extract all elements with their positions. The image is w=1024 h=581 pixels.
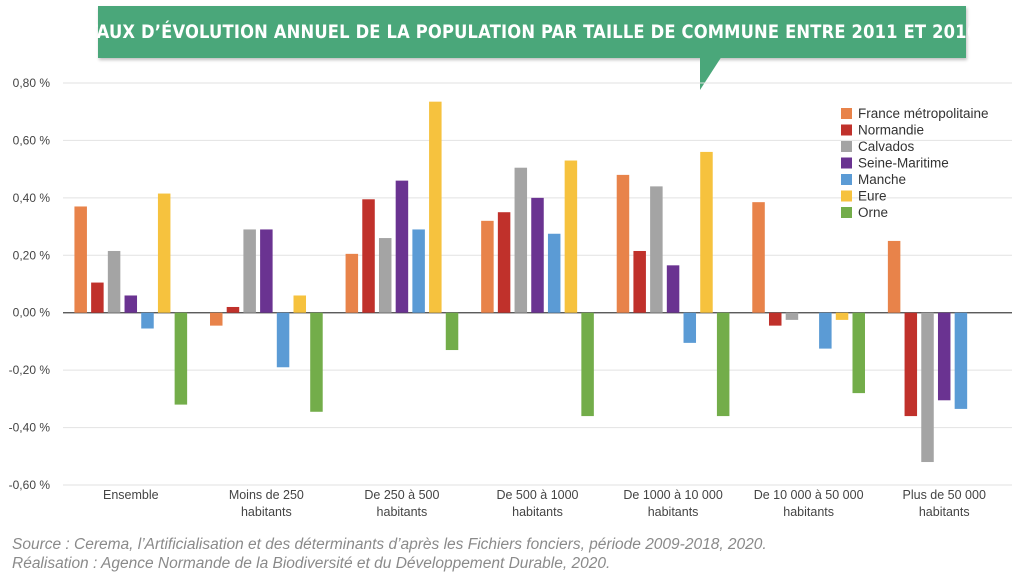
bar-orne <box>716 312 730 417</box>
x-tick-label: habitants <box>783 505 834 519</box>
bar-calvados <box>107 250 121 313</box>
bar-normandie <box>633 250 646 313</box>
bar-calvados <box>650 186 663 313</box>
bar-normandie <box>91 282 104 313</box>
bar-normandie <box>226 306 240 313</box>
bar-france-m-tropolitaine <box>345 253 359 313</box>
bar-eure <box>564 160 578 313</box>
bar-eure <box>429 101 442 313</box>
bar-normandie <box>904 312 918 417</box>
x-tick-label: habitants <box>241 505 292 519</box>
y-axis-ticks: -0,60 % -0,40 % -0,20 % 0,00 % 0,20 % 0,40 % 0… <box>9 76 51 492</box>
legend-swatch <box>841 157 852 169</box>
bar-normandie <box>362 199 375 313</box>
legend-swatch <box>841 174 852 185</box>
bar-manche <box>547 233 561 313</box>
bar-chart: -0,60 % -0,40 % -0,20 % 0,00 % 0,20 % 0,40 % 0… <box>9 76 1012 519</box>
bar-seine-maritime <box>124 295 138 313</box>
legend-label: Eure <box>858 189 887 204</box>
y-tick-label: 0,00 % <box>13 306 51 320</box>
y-tick-label: -0,20 % <box>9 363 51 377</box>
legend-label: Normandie <box>858 123 924 138</box>
bar-france-m-tropolitaine <box>74 206 87 313</box>
legend-label: Manche <box>858 172 906 187</box>
x-tick-label: De 500 à 1000 <box>496 488 578 502</box>
banner-pointer <box>700 56 722 90</box>
bar-eure <box>157 193 171 313</box>
bar-orne <box>852 312 865 394</box>
bar-calvados <box>378 238 392 313</box>
legend-swatch <box>841 141 852 152</box>
y-tick-label: 0,60 % <box>13 133 51 147</box>
bar-seine-maritime <box>531 197 544 313</box>
bar-france-m-tropolitaine <box>887 240 901 313</box>
x-tick-label: Plus de 50 000 <box>903 488 986 502</box>
legend-label: Orne <box>858 205 888 220</box>
bar-seine-maritime <box>666 265 680 313</box>
bar-eure <box>835 312 849 320</box>
legend-swatch <box>841 207 852 218</box>
legend-label: Calvados <box>858 139 915 154</box>
bar-manche <box>412 229 425 313</box>
source-note: Source : Cerema, l’Artificialisation et … <box>12 535 1012 573</box>
x-tick-label: De 250 à 500 <box>364 488 439 502</box>
bar-orne <box>310 312 323 412</box>
y-tick-label: 0,20 % <box>13 248 51 262</box>
bar-eure <box>700 151 713 313</box>
x-tick-label: habitants <box>377 505 428 519</box>
source-line: Source : Cerema, l’Artificialisation et … <box>12 536 767 553</box>
bar-seine-maritime <box>395 180 409 313</box>
bar-manche <box>276 312 290 368</box>
x-tick-label: habitants <box>648 505 699 519</box>
bar-normandie <box>768 312 782 326</box>
bar-france-m-tropolitaine <box>616 174 630 313</box>
bar-orne <box>445 312 459 351</box>
title-banner: TAUX D’ÉVOLUTION ANNUEL DE LA POPULATION… <box>86 6 978 58</box>
x-axis-labels: Ensemble Moins de 250 habitants De 250 à 50… <box>103 488 986 519</box>
bar-normandie <box>497 212 511 313</box>
y-tick-label: 0,40 % <box>13 191 51 205</box>
legend-swatch <box>841 190 852 202</box>
legend-label: Seine-Maritime <box>858 156 949 171</box>
realisation-line: Réalisation : Agence Normande de la Biod… <box>12 555 611 572</box>
x-tick-label: habitants <box>512 505 563 519</box>
legend-swatch <box>841 108 852 119</box>
bar-orne <box>581 312 594 417</box>
bar-manche <box>819 312 832 349</box>
bar-france-m-tropolitaine <box>210 312 223 326</box>
legend-swatch <box>841 124 852 136</box>
x-tick-label: De 1000 à 10 000 <box>623 488 722 502</box>
x-tick-label: De 10 000 à 50 000 <box>754 488 864 502</box>
bar-manche <box>954 312 968 409</box>
x-tick-label: habitants <box>919 505 970 519</box>
y-tick-label: -0,60 % <box>9 478 51 492</box>
bar-calvados <box>921 312 934 463</box>
chart-title: TAUX D’ÉVOLUTION ANNUEL DE LA POPULATION… <box>86 21 978 43</box>
bars <box>74 101 968 463</box>
x-tick-label: Ensemble <box>103 488 159 502</box>
y-tick-label: -0,40 % <box>9 421 51 435</box>
bar-seine-maritime <box>260 229 273 313</box>
bar-manche <box>141 312 154 329</box>
bar-france-m-tropolitaine <box>752 202 765 313</box>
bar-calvados <box>514 167 528 313</box>
bar-eure <box>293 295 307 313</box>
bar-manche <box>683 312 697 343</box>
bar-calvados <box>785 312 799 320</box>
bar-france-m-tropolitaine <box>481 220 494 313</box>
bar-seine-maritime <box>937 312 951 401</box>
legend-label: France métropolitaine <box>858 106 989 121</box>
bar-orne <box>174 312 188 405</box>
x-tick-label: Moins de 250 <box>229 488 304 502</box>
bar-calvados <box>243 229 256 313</box>
y-tick-label: 0,80 % <box>13 76 51 90</box>
